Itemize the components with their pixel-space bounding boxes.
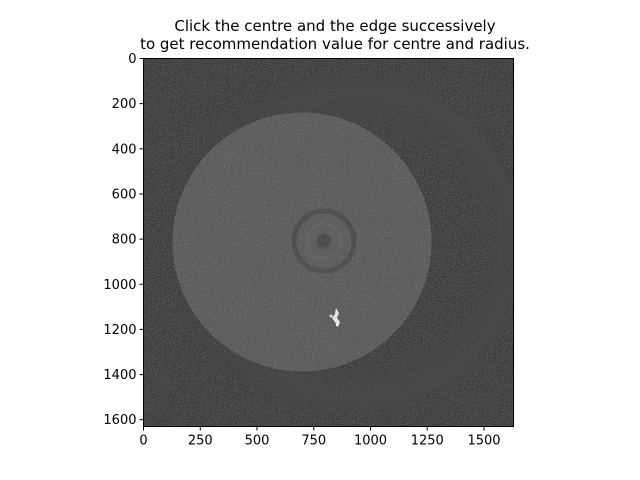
- disc-centre: [316, 233, 332, 249]
- y-tick-label: 1200: [103, 323, 136, 338]
- axes-frame: [143, 58, 514, 427]
- sample-image[interactable]: [143, 58, 520, 427]
- inner-ring-middle: [305, 222, 343, 260]
- x-tick-label: 250: [188, 434, 213, 449]
- x-tick-label: 1000: [354, 434, 387, 449]
- x-axis: 0 250 500 750 1000 1250 1500: [139, 426, 501, 449]
- figure-title-line-2: to get recommendation value for centre a…: [140, 35, 530, 53]
- figure-title-line-1: Click the centre and the edge successive…: [174, 17, 496, 35]
- y-tick-label: 0: [128, 52, 136, 67]
- x-tick-label: 500: [245, 434, 270, 449]
- y-tick-label: 1400: [103, 368, 136, 383]
- x-tick-label: 1250: [411, 434, 444, 449]
- y-tick-label: 200: [112, 97, 137, 112]
- sample-disc: [172, 112, 432, 372]
- y-tick-label: 1000: [103, 278, 136, 293]
- inner-ring-outer: [291, 208, 357, 274]
- x-tick-label: 750: [301, 434, 326, 449]
- x-tick-label: 1500: [467, 434, 500, 449]
- y-tick-label: 400: [112, 142, 137, 157]
- y-tick-label: 800: [112, 233, 137, 248]
- y-axis: 0 200 400 600 800 1000 1200 1400 1600: [103, 52, 144, 428]
- sample-disc-edge: [171, 111, 433, 373]
- x-tick-label: 0: [139, 434, 147, 449]
- y-tick-label: 600: [112, 187, 137, 202]
- y-tick-label: 1600: [103, 413, 136, 428]
- bright-speck: [329, 308, 340, 327]
